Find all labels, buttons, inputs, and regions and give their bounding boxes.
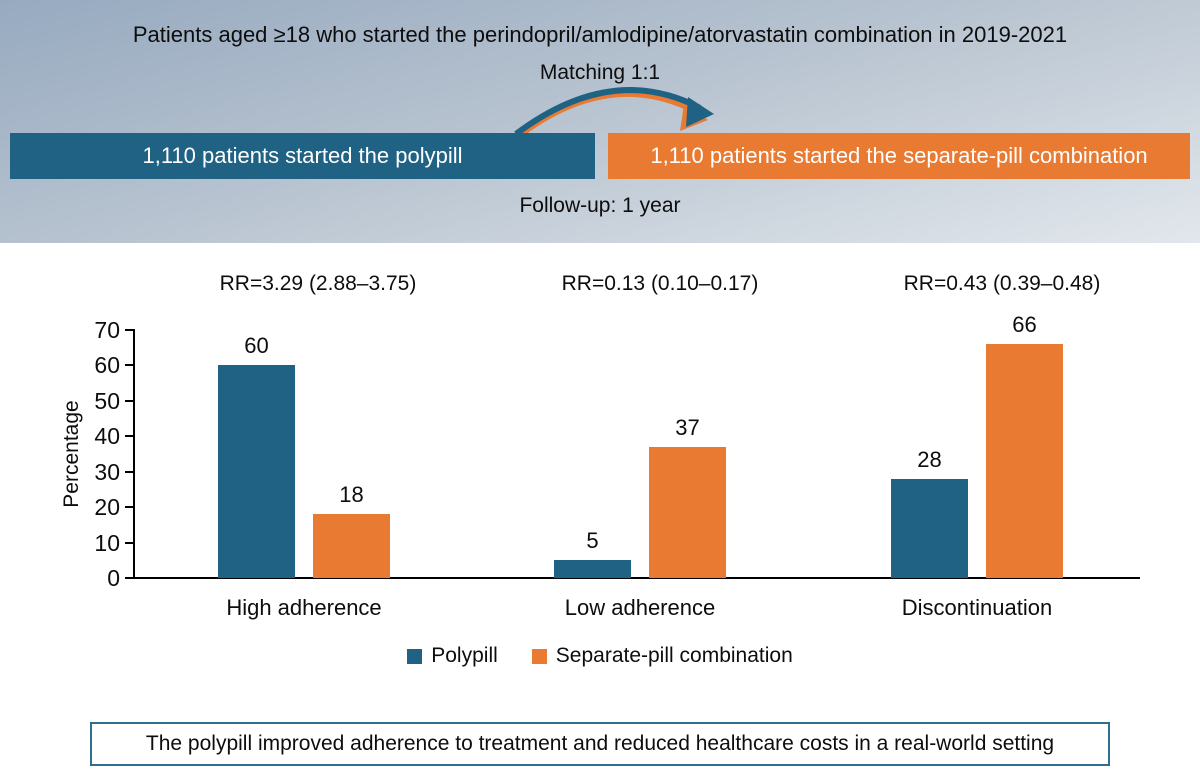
legend-swatch xyxy=(531,648,547,664)
matching-label: Matching 1:1 xyxy=(539,61,661,84)
bar-separate-pill-combination-low-adherence xyxy=(649,447,726,578)
chart-legend: Polypill Separate-pill combination xyxy=(0,644,1200,668)
y-tick xyxy=(125,506,135,509)
y-axis-line xyxy=(133,330,135,579)
bar-value-label: 66 xyxy=(1012,312,1037,337)
x-axis-line xyxy=(133,577,1140,579)
y-tick xyxy=(125,435,135,438)
conclusion-box: The polypill improved adherence to treat… xyxy=(90,722,1110,766)
y-tick xyxy=(125,577,135,579)
y-tick-label: 0 xyxy=(107,565,120,591)
legend-label: Polypill xyxy=(431,644,498,667)
y-tick-label: 40 xyxy=(94,423,120,450)
conclusion-text: The polypill improved adherence to treat… xyxy=(145,732,1055,755)
category-label: Discontinuation xyxy=(901,595,1053,620)
bar-value-label: 37 xyxy=(675,415,700,440)
y-tick xyxy=(125,329,135,331)
y-tick xyxy=(125,364,135,367)
y-tick xyxy=(125,541,135,544)
bar-polypill-discontinuation xyxy=(891,479,968,578)
followup-label: Follow-up: 1 year xyxy=(519,194,681,217)
separate-pill-patients-box: 1,110 patients started the separate-pill… xyxy=(608,133,1190,179)
y-tick xyxy=(125,470,135,473)
legend-item-separate-pill-combination: Separate-pill combination xyxy=(531,644,793,668)
y-tick-label: 20 xyxy=(94,494,120,521)
y-tick-label: 30 xyxy=(94,458,120,485)
figure-title: Patients aged ≥18 who started the perind… xyxy=(132,22,1068,47)
y-tick-label: 50 xyxy=(94,387,120,414)
legend-item-polypill: Polypill xyxy=(407,644,498,668)
bar-value-label: 18 xyxy=(339,482,364,507)
bar-polypill-high-adherence xyxy=(218,365,295,578)
bar-separate-pill-combination-discontinuation xyxy=(986,344,1063,578)
bar-value-label: 60 xyxy=(244,333,269,358)
rr-label: RR=0.43 (0.39–0.48) xyxy=(903,272,1101,295)
legend-label: Separate-pill combination xyxy=(555,644,793,667)
rr-label: RR=3.29 (2.88–3.75) xyxy=(219,272,417,295)
header-background xyxy=(0,0,1200,243)
bar-polypill-low-adherence xyxy=(554,560,631,578)
bar-separate-pill-combination-high-adherence xyxy=(313,514,390,578)
y-tick xyxy=(125,399,135,402)
curved-arrow-icon xyxy=(514,87,714,136)
y-axis-title: Percentage xyxy=(60,400,83,508)
bar-value-label: 5 xyxy=(586,528,599,553)
category-label: Low adherence xyxy=(564,595,716,620)
bar-value-label: 28 xyxy=(917,447,942,472)
rr-label: RR=0.13 (0.10–0.17) xyxy=(561,272,759,295)
y-tick-label: 60 xyxy=(94,352,120,379)
legend-swatch xyxy=(407,648,423,664)
category-label: High adherence xyxy=(226,595,382,620)
y-tick-label: 70 xyxy=(94,317,120,343)
y-tick-label: 10 xyxy=(94,529,120,556)
polypill-patients-box: 1,110 patients started the polypill xyxy=(10,133,595,179)
